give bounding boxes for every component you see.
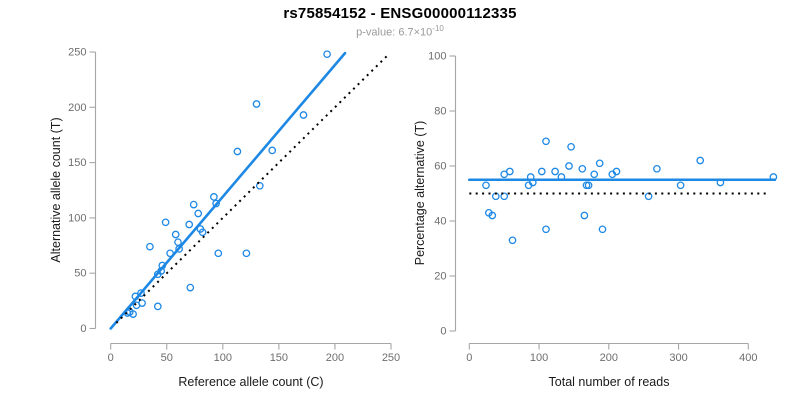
right-plot-data-point (488, 211, 497, 220)
left-plot-x-axis-title: Reference allele count (C) (178, 375, 323, 389)
right-plot-data-point (505, 167, 514, 176)
right-plot-data-point (580, 211, 589, 220)
pvalue-text: p-value: 6.7×10 (356, 26, 433, 39)
left-plot-data-point (268, 146, 277, 155)
right-plot-data-point (508, 236, 517, 245)
left-plot-data-point (137, 289, 145, 297)
right-plot-data-point (537, 167, 546, 176)
left-plot-x-tick-label: 50 (161, 352, 173, 364)
left-plot-data-point (161, 218, 170, 227)
left-plot-data-point (255, 181, 264, 190)
left-plot-data-point (242, 249, 251, 258)
right-plot-data-point (565, 162, 573, 170)
right-plot-y-axis-title: Percentage alternative (T) (413, 121, 427, 266)
right-plot-x-axis-title: Total number of reads (549, 375, 670, 389)
left-plot-data-point (189, 200, 198, 209)
left-plot-data-point (138, 299, 146, 307)
right-plot-x-tick-label: 300 (669, 352, 687, 364)
left-plot-y-tick-label: 0 (80, 323, 86, 335)
left-plot-data-point (185, 220, 194, 229)
left-plot-y-tick-label: 50 (74, 268, 86, 280)
left-plot-data-point (129, 310, 137, 318)
pvalue-exponent: -10 (432, 24, 444, 33)
right-plot-data-point (551, 167, 559, 176)
left-plot-x-tick-label: 150 (270, 352, 288, 364)
left-plot-data-point (198, 228, 207, 237)
figure-title: rs75854152 - ENSG00000112335 (283, 5, 517, 22)
left-plot-y-tick-label: 150 (68, 157, 86, 169)
left-plot-x-tick-label: 200 (326, 352, 344, 364)
left-plot-y-tick-label: 250 (68, 47, 86, 59)
right-plot-data-point (542, 137, 550, 146)
left-plot-data-point (146, 242, 154, 251)
right-plot-data-point (612, 167, 621, 176)
right-plot-x-tick-label: 0 (466, 352, 472, 364)
left-plot-data-point (323, 50, 331, 59)
left-plot-x-tick-label: 100 (214, 352, 232, 364)
right-plot-y-tick-label: 20 (434, 271, 446, 283)
right-plot-data-point (595, 159, 604, 168)
right-plot-data-point (676, 181, 685, 190)
left-plot-data-point (212, 199, 220, 208)
left-plot-x-tick-label: 0 (108, 352, 114, 364)
right-plot-data-point (696, 156, 705, 165)
right-plot-data-point (653, 164, 661, 173)
right-plot-y-tick-label: 0 (440, 326, 446, 338)
left-plot-data-point (233, 147, 242, 156)
left-plot-reference-line (115, 54, 389, 324)
left-plot-data-point (194, 209, 203, 218)
right-plot-data-point (598, 225, 607, 234)
left-plot-data-point (171, 230, 180, 239)
right-plot-x-tick-label: 100 (530, 352, 548, 364)
right-plot-data-point (542, 225, 550, 234)
left-plot-fit-line (109, 51, 347, 330)
left-plot-data-point (174, 238, 182, 247)
right-plot-y-tick-label: 60 (434, 161, 446, 173)
right-plot-y-tick-label: 40 (434, 216, 446, 228)
left-plot-x-tick-label: 250 (382, 352, 400, 364)
left-plot-data-point (252, 100, 261, 108)
left-plot-y-axis-title: Alternative allele count (T) (49, 117, 63, 262)
left-plot-y-tick-label: 100 (68, 212, 86, 224)
right-plot-data-point (567, 142, 575, 151)
right-plot-data-point (584, 181, 593, 190)
right-plot-x-tick-label: 200 (600, 352, 618, 364)
right-plot-data-point (500, 192, 509, 201)
figure-subtitle: p-value: 6.7×10-10 (0, 24, 800, 39)
right-plot-data-point (590, 170, 599, 179)
left-plot-y-tick-label: 200 (68, 102, 86, 114)
right-plot-data-point (578, 164, 587, 173)
right-plot-data-point (482, 181, 490, 190)
left-plot-data-point (186, 283, 195, 292)
left-plot-data-point (214, 249, 223, 258)
right-plot-y-tick-label: 80 (434, 106, 446, 118)
left-plot-data-point (153, 302, 162, 311)
left-plot-data-point (299, 111, 308, 119)
right-plot-y-tick-label: 100 (428, 51, 446, 63)
right-plot-x-tick-label: 400 (739, 352, 757, 364)
left-plot-data-point (210, 193, 218, 201)
